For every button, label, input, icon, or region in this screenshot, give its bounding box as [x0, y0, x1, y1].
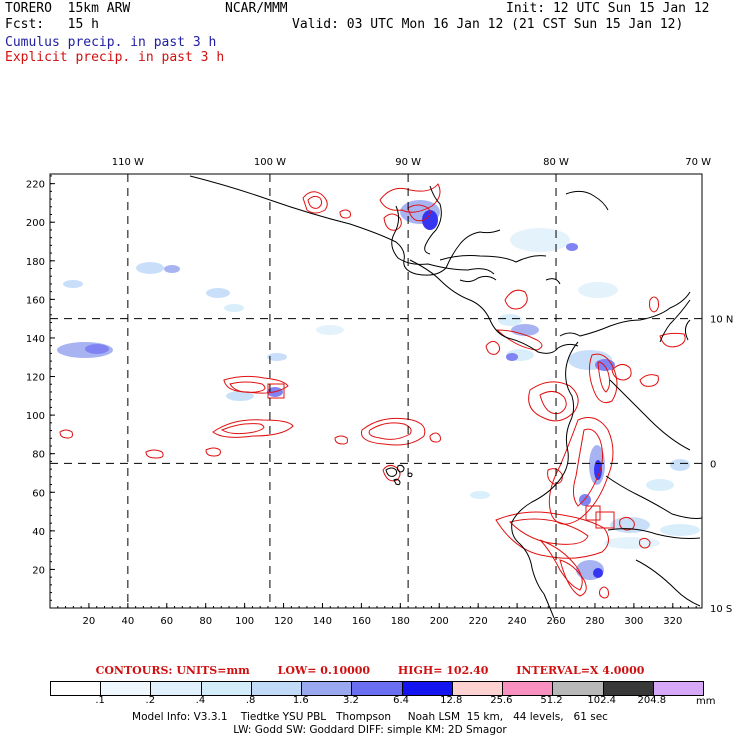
- legend-swatch: [151, 682, 202, 695]
- legend-swatch: [452, 682, 504, 695]
- y-tick-label: 160: [26, 295, 45, 306]
- x-tick-label: 40: [121, 616, 134, 627]
- x-axis-ticks: 20 40 60 80 100 120 140 160 180 200 220 240 260 280 30…: [57, 603, 697, 627]
- legend-swatch: [352, 682, 403, 695]
- coastlines: [189, 175, 703, 619]
- x-tick-label: 180: [391, 616, 410, 627]
- y-tick-label: 40: [32, 527, 45, 538]
- x-tick-label: 100: [235, 616, 254, 627]
- x-tick-label: 80: [199, 616, 212, 627]
- legend-label: 25.6: [490, 695, 513, 706]
- legend-swatch: [201, 682, 252, 695]
- x-tick-label: 220: [469, 616, 488, 627]
- legend-label: 3.2: [342, 695, 359, 706]
- y-tick-label: 20: [32, 565, 45, 576]
- contour-low: LOW= 0.10000: [277, 664, 371, 677]
- latitude-labels: 10 N 0 10 S: [710, 315, 733, 615]
- model-title: TORERO 15km ARW: [5, 1, 131, 16]
- legend-label: .8: [245, 695, 256, 706]
- legend-label: .4: [195, 695, 206, 706]
- x-tick-label: 200: [430, 616, 449, 627]
- cumulus-legend: Cumulus precip. in past 3 h: [5, 35, 217, 50]
- x-tick-label: 140: [313, 616, 332, 627]
- latitude-label: 10 N: [710, 315, 733, 326]
- x-tick-label: 160: [352, 616, 371, 627]
- legend-label: 12.8: [440, 695, 463, 706]
- legend-swatch: [553, 682, 604, 695]
- contour-interval: INTERVAL=X 4.0000: [516, 664, 645, 677]
- legend-swatch: [101, 682, 152, 695]
- longitude-labels: 110 W 100 W 90 W 80 W 70 W: [112, 157, 711, 168]
- y-tick-label: 200: [26, 218, 45, 229]
- y-axis-ticks: 220 200 180 160 140 120 100 80 60 40 20: [26, 175, 55, 601]
- legend-label: .1: [95, 695, 105, 706]
- x-tick-label: 60: [160, 616, 173, 627]
- legend-label: 204.8: [637, 695, 667, 706]
- legend-swatch: [402, 682, 453, 695]
- y-tick-label: 180: [26, 257, 45, 268]
- longitude-label: 80 W: [543, 157, 569, 168]
- y-tick-label: 120: [26, 373, 45, 384]
- y-tick-label: 100: [26, 411, 45, 422]
- contour-units: CONTOURS: UNITS=mm: [95, 664, 250, 677]
- latitude-label: 10 S: [710, 604, 732, 615]
- x-tick-label: 120: [274, 616, 293, 627]
- x-tick-label: 320: [663, 616, 682, 627]
- x-tick-label: 300: [624, 616, 643, 627]
- legend-label: .2: [145, 695, 156, 706]
- valid-time: Valid: 03 UTC Mon 16 Jan 12 (21 CST Sun …: [292, 17, 684, 32]
- legend-swatch: [302, 682, 353, 695]
- legend-swatch: [653, 682, 704, 695]
- legend-swatch: [51, 682, 102, 695]
- longitude-label: 110 W: [112, 157, 144, 168]
- legend-label: 51.2: [540, 695, 563, 706]
- model-info-line2: LW: Godd SW: Goddard DIFF: simple KM: 2D…: [233, 724, 507, 736]
- longitude-label: 90 W: [395, 157, 421, 168]
- y-tick-label: 80: [32, 450, 45, 461]
- x-tick-label: 20: [83, 616, 96, 627]
- plot-frame: [49, 173, 703, 609]
- y-tick-label: 140: [26, 334, 45, 345]
- legend-swatch: [603, 682, 654, 695]
- legend-unit: mm: [696, 696, 716, 707]
- legend-label: 6.4: [393, 695, 410, 706]
- legend-label: 102.4: [587, 695, 617, 706]
- forecast-hour: Fcst: 15 h: [5, 17, 99, 32]
- lat-lon-grid: [50, 174, 702, 608]
- latitude-label: 0: [710, 459, 716, 470]
- color-legend-bar: [50, 681, 704, 696]
- legend-swatch: [503, 682, 554, 695]
- explicit-precip-contours: [59, 183, 686, 599]
- longitude-label: 100 W: [254, 157, 286, 168]
- x-tick-label: 240: [508, 616, 527, 627]
- contour-info: CONTOURS: UNITS=mm LOW= 0.10000 HIGH= 10…: [0, 664, 740, 677]
- init-time: Init: 12 UTC Sun 15 Jan 12: [506, 1, 710, 16]
- legend-swatch: [251, 682, 303, 695]
- x-tick-label: 280: [585, 616, 604, 627]
- org-label: NCAR/MMM: [225, 1, 288, 16]
- longitude-label: 70 W: [685, 157, 711, 168]
- model-info-line1: Model Info: V3.3.1 Tiedtke YSU PBL Thomp…: [132, 711, 608, 723]
- x-tick-label: 260: [546, 616, 565, 627]
- explicit-legend: Explicit precip. in past 3 h: [5, 50, 225, 65]
- legend-label: 1.6: [292, 695, 309, 706]
- contour-high: HIGH= 102.40: [397, 664, 489, 677]
- y-tick-label: 60: [32, 488, 45, 499]
- y-tick-label: 220: [26, 180, 45, 191]
- color-legend-labels: .1 .2 .4 .8 1.6 3.2 6.4 12.8 25.6 51.2 102.4 204.8: [50, 695, 702, 707]
